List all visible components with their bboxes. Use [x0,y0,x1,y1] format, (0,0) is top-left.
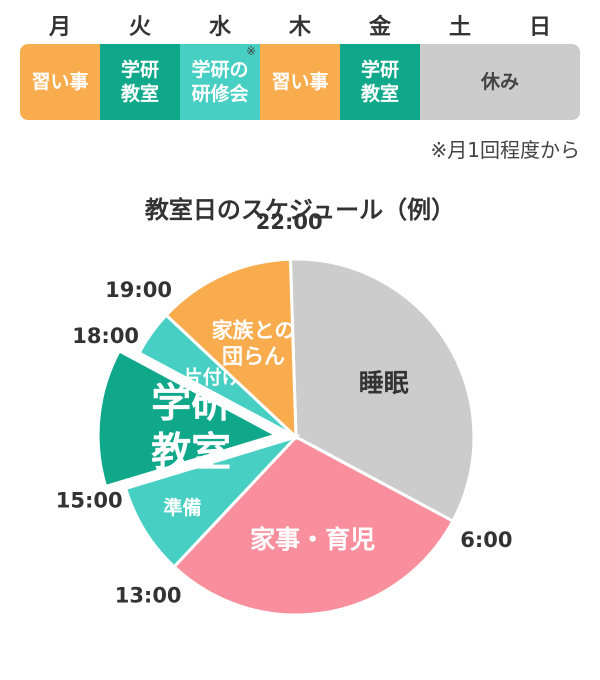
week-cell-label: 学研 教室 [360,59,399,105]
time-label: 13:00 [115,583,182,607]
week-cell: 習い事 [20,44,100,120]
pie-slice [288,257,476,524]
chart-title: 教室日のスケジュール（例） [144,196,456,224]
weekday-label: 火 [128,15,151,40]
week-cell-label: 学研 教室 [120,59,159,105]
footnote: ※月1回程度から [430,138,580,162]
week-cell-label: 学研の 研修会 [191,59,249,105]
week-cell: 習い事 [260,44,340,120]
pie-slice [164,257,298,441]
weekday-header: 月火水木金土日 [20,14,580,42]
time-label: 22:00 [256,210,323,234]
pie-slice [96,348,280,489]
time-label: 18:00 [72,324,139,348]
week-cell: 学研の 研修会 ※ [180,44,260,120]
week-cell: 休み [420,44,580,120]
time-label: 15:00 [56,488,123,512]
note-mark: ※ [245,44,256,58]
weekday-label: 日 [528,15,551,40]
pie-slice-label: 家事・育児 [250,525,375,554]
weekday-label: 水 [208,15,231,40]
pie-slice-label: 睡眠 [359,369,409,398]
pie-slice-label: 家族との団らん [212,319,296,369]
week-cell-label: 習い事 [31,71,89,93]
week-cell: 学研 教室 [100,44,180,120]
weekday-label: 土 [448,15,471,40]
week-cell-label: 休み [480,71,519,93]
weekly-schedule-bar: 習い事 学研 教室 学研の 研修会 ※ 習い事 学研 教室 休み [20,44,580,120]
week-cell-label: 習い事 [271,71,329,93]
time-label: 19:00 [105,278,172,302]
pie-slice-label: 準備 [164,496,202,519]
weekday-label: 月 [48,15,71,40]
week-cell: 学研 教室 [340,44,420,120]
weekday-label: 木 [288,15,311,40]
weekday-label: 金 [368,15,391,40]
time-label: 6:00 [460,528,512,552]
pie-slice [123,433,301,569]
pie-slice [172,435,455,617]
